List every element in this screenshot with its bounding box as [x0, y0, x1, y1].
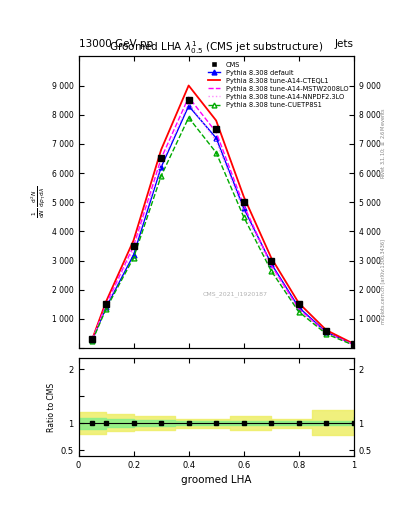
Title: Groomed LHA $\lambda^{1}_{0.5}$ (CMS jet substructure): Groomed LHA $\lambda^{1}_{0.5}$ (CMS jet…	[109, 39, 323, 56]
Text: 13000 GeV pp: 13000 GeV pp	[79, 38, 153, 49]
Text: Jets: Jets	[335, 38, 354, 49]
Text: Rivet 3.1.10; $\geq$ 2.6M events: Rivet 3.1.10; $\geq$ 2.6M events	[379, 108, 387, 179]
Text: CMS_2021_I1920187: CMS_2021_I1920187	[203, 292, 268, 297]
X-axis label: groomed LHA: groomed LHA	[181, 475, 252, 485]
Text: mcplots.cern.ch [arXiv:1306.3436]: mcplots.cern.ch [arXiv:1306.3436]	[381, 239, 386, 324]
Y-axis label: $\frac{1}{\mathrm{d}N}$ $\frac{\mathrm{d}^2N}{\mathrm{d}p_\mathrm{T}\,\mathrm{d}: $\frac{1}{\mathrm{d}N}$ $\frac{\mathrm{d…	[29, 186, 48, 218]
Y-axis label: Ratio to CMS: Ratio to CMS	[48, 382, 57, 432]
Legend: CMS, Pythia 8.308 default, Pythia 8.308 tune-A14-CTEQL1, Pythia 8.308 tune-A14-M: CMS, Pythia 8.308 default, Pythia 8.308 …	[206, 60, 351, 110]
